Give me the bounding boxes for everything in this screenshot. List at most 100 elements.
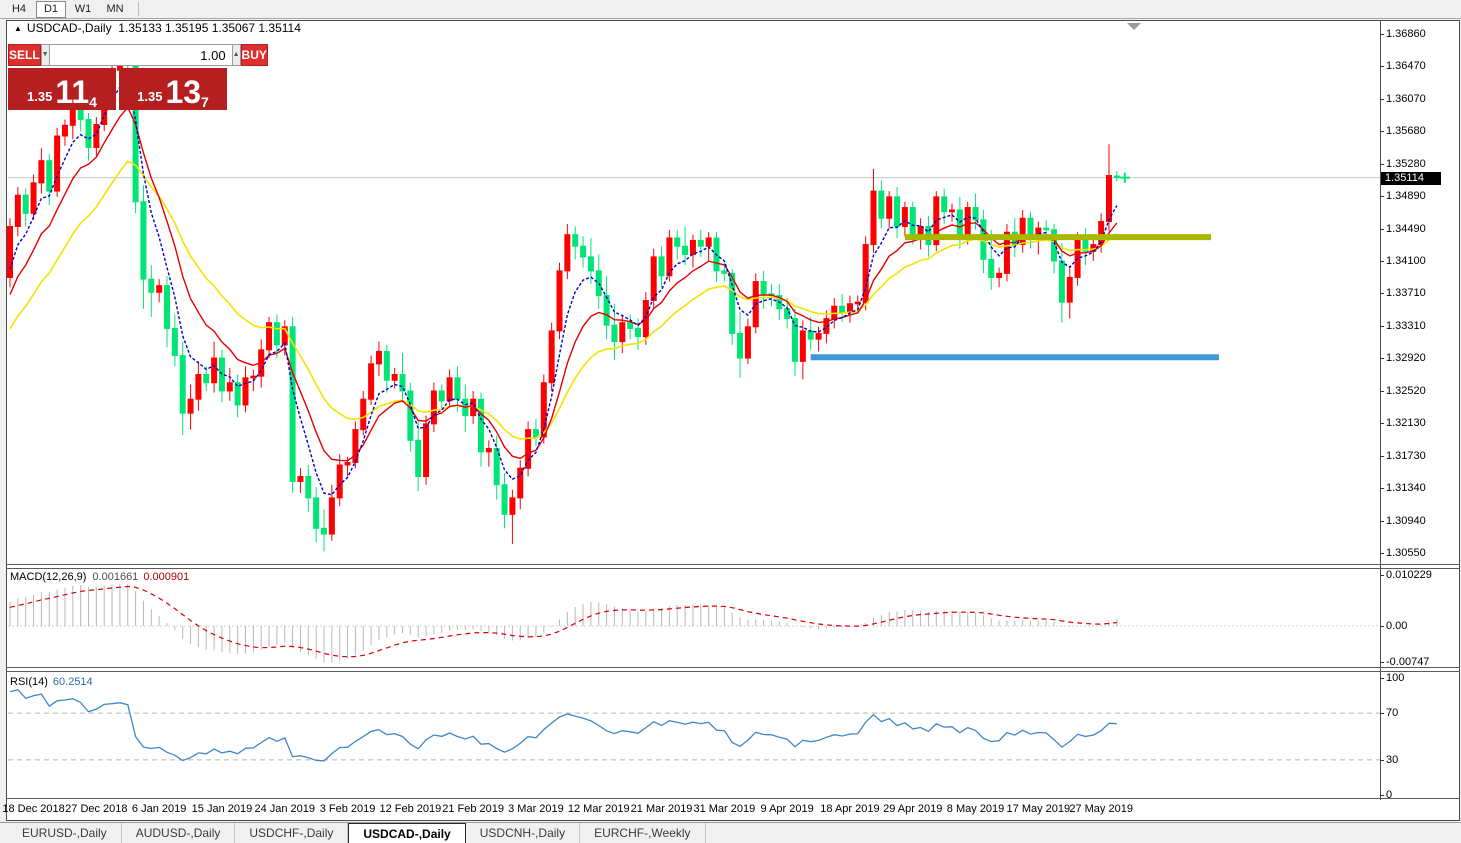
price-axis-label: 1.30940 (1386, 514, 1426, 527)
rsi-axis-label-100: 100 (1386, 672, 1405, 684)
price-axis-label: 1.36070 (1386, 92, 1426, 105)
panel-separator-macd2 (6, 568, 1460, 569)
chart-window (6, 20, 1460, 821)
price-axis-label: 1.35280 (1386, 157, 1426, 170)
chart-tab-eurusd-daily[interactable]: EURUSD-,Daily (8, 823, 122, 843)
volume-decrease-button[interactable]: ▼ (40, 44, 50, 66)
chart-tab-audusd-daily[interactable]: AUDUSD-,Daily (122, 823, 236, 843)
date-axis-label: 15 Jan 2019 (191, 803, 253, 815)
panel-separator-macd[interactable] (6, 564, 1460, 565)
macd-axis-label-min-tick (1380, 662, 1384, 663)
macd-signal-value: 0.000901 (143, 571, 190, 583)
macd-axis-label-max: 0.010229 (1386, 569, 1432, 581)
price-axis-label-tick (1380, 228, 1384, 230)
price-axis-label-tick (1380, 196, 1384, 198)
date-axis-label: 12 Mar 2019 (567, 803, 630, 815)
price-axis-label-tick (1380, 34, 1384, 35)
buy-button[interactable]: BUY (240, 44, 268, 66)
chart-symbol-label: USDCAD-,Daily (26, 21, 112, 35)
sell-price-pip-digit: 4 (89, 94, 97, 110)
sell-price-prefix: 1.35 (27, 89, 53, 104)
date-axis-label: 9 Apr 2019 (760, 803, 814, 815)
symbol-tab-bar: EURUSD-,Daily AUDUSD-,Daily USDCHF-,Daily U… (0, 822, 1461, 843)
chart-tab-usdcnh-daily[interactable]: USDCNH-,Daily (466, 823, 581, 843)
toolbar-divider (138, 2, 139, 16)
price-axis-label-tick (1380, 390, 1384, 392)
price-axis-label: 1.35680 (1386, 125, 1426, 138)
chart-title: ▲ USDCAD-,Daily 1.35133 1.35195 1.35067 1… (14, 21, 301, 35)
price-axis-label-tick (1380, 98, 1384, 100)
timeframe-button-mn[interactable]: MN (106, 2, 124, 15)
volume-input[interactable] (49, 44, 232, 66)
sell-button[interactable]: SELL (8, 44, 41, 66)
date-axis-label: 27 May 2019 (1069, 803, 1133, 815)
panel-separator-rsi[interactable] (6, 667, 1460, 668)
price-axis-label-tick (1380, 261, 1384, 262)
date-axis-label: 3 Mar 2019 (508, 803, 564, 815)
price-axis-label: 1.34100 (1386, 255, 1426, 267)
rsi-indicator-label: RSI(14) 60.2514 (10, 676, 93, 688)
plot-right-border (1380, 21, 1381, 800)
price-axis-label-tick (1380, 66, 1384, 68)
chart-tab-usdcad-daily[interactable]: USDCAD-,Daily (348, 823, 466, 843)
macd-axis-label-zero: 0.00 (1386, 620, 1408, 632)
collapse-panel-icon[interactable]: ▲ (14, 24, 22, 33)
price-axis-label-tick (1380, 325, 1384, 327)
price-axis-label: 1.33710 (1386, 287, 1426, 300)
price-axis-label: 1.32920 (1386, 352, 1426, 365)
price-axis-label: 1.36470 (1386, 60, 1426, 73)
rsi-axis-label-0-tick (1380, 795, 1384, 796)
chart-ohlc-values: 1.35133 1.35195 1.35067 1.35114 (118, 21, 301, 35)
price-axis-label-tick (1380, 520, 1384, 522)
timeframe-button-w1[interactable]: W1 (74, 2, 92, 15)
chart-tab-usdchf-daily[interactable]: USDCHF-,Daily (235, 823, 349, 843)
price-axis-label: 1.31340 (1386, 482, 1426, 494)
timeframe-button-h4[interactable]: H4 (11, 2, 27, 15)
rsi-axis-label-70: 70 (1386, 707, 1399, 720)
sell-price-tile[interactable]: 1.35 11 4 (8, 68, 116, 110)
date-axis-label: 17 May 2019 (1006, 803, 1071, 815)
date-axis-label: 8 May 2019 (946, 803, 1005, 815)
price-axis-label: 1.31730 (1386, 449, 1426, 462)
macd-indicator-label: MACD(12,26,9) 0.001661 0.000901 (10, 571, 190, 583)
buy-price-big-digits: 13 (165, 74, 202, 110)
price-axis-label-tick (1380, 131, 1384, 133)
price-axis-label: 1.34490 (1386, 222, 1426, 235)
rsi-axis-label-30: 30 (1386, 753, 1399, 766)
buy-price-prefix: 1.35 (137, 89, 163, 104)
price-axis-label: 1.30550 (1386, 546, 1426, 559)
volume-increase-button[interactable]: ▲ (231, 44, 241, 66)
date-axis-label: 18 Dec 2018 (2, 803, 65, 815)
macd-axis-label-min: -0.00747 (1386, 656, 1430, 668)
macd-axis-label-max-tick (1380, 575, 1384, 576)
buy-price-pip-digit: 7 (201, 94, 209, 110)
macd-axis-label-zero-tick (1380, 626, 1384, 627)
timeframe-toolbar: H4 D1 W1 MN (0, 0, 1461, 19)
price-axis-label-tick (1380, 488, 1384, 489)
date-axis-label: 31 Mar 2019 (693, 803, 756, 815)
date-axis-label: 18 Apr 2019 (820, 803, 880, 815)
price-axis-label-tick (1380, 293, 1384, 295)
price-axis-label-tick (1380, 552, 1384, 554)
macd-main-value: 0.001661 (92, 571, 139, 583)
panel-separator-axis (6, 798, 1460, 799)
price-axis-label: 1.32130 (1386, 417, 1426, 430)
rsi-axis-label-0: 0 (1386, 789, 1393, 801)
price-axis-label: 1.36860 (1386, 28, 1426, 40)
date-axis-label: 21 Feb 2019 (442, 803, 505, 815)
date-axis-label: 3 Feb 2019 (319, 803, 376, 815)
date-axis-label: 24 Jan 2019 (254, 803, 316, 815)
sell-price-big-digits: 11 (55, 74, 90, 110)
timeframe-button-d1[interactable]: D1 (36, 0, 66, 18)
price-axis-label-tick (1380, 163, 1384, 165)
price-axis-label: 1.32520 (1386, 384, 1426, 397)
price-axis-label: 1.33310 (1386, 319, 1426, 332)
chart-tab-eurchf-weekly[interactable]: EURCHF-,Weekly (580, 823, 706, 843)
buy-price-tile[interactable]: 1.35 13 7 (119, 68, 227, 110)
price-axis-label: 1.34890 (1386, 190, 1426, 203)
current-price-tag: 1.35114 (1381, 171, 1441, 185)
panel-separator-rsi2 (6, 671, 1460, 672)
price-axis-label-tick (1380, 423, 1384, 425)
